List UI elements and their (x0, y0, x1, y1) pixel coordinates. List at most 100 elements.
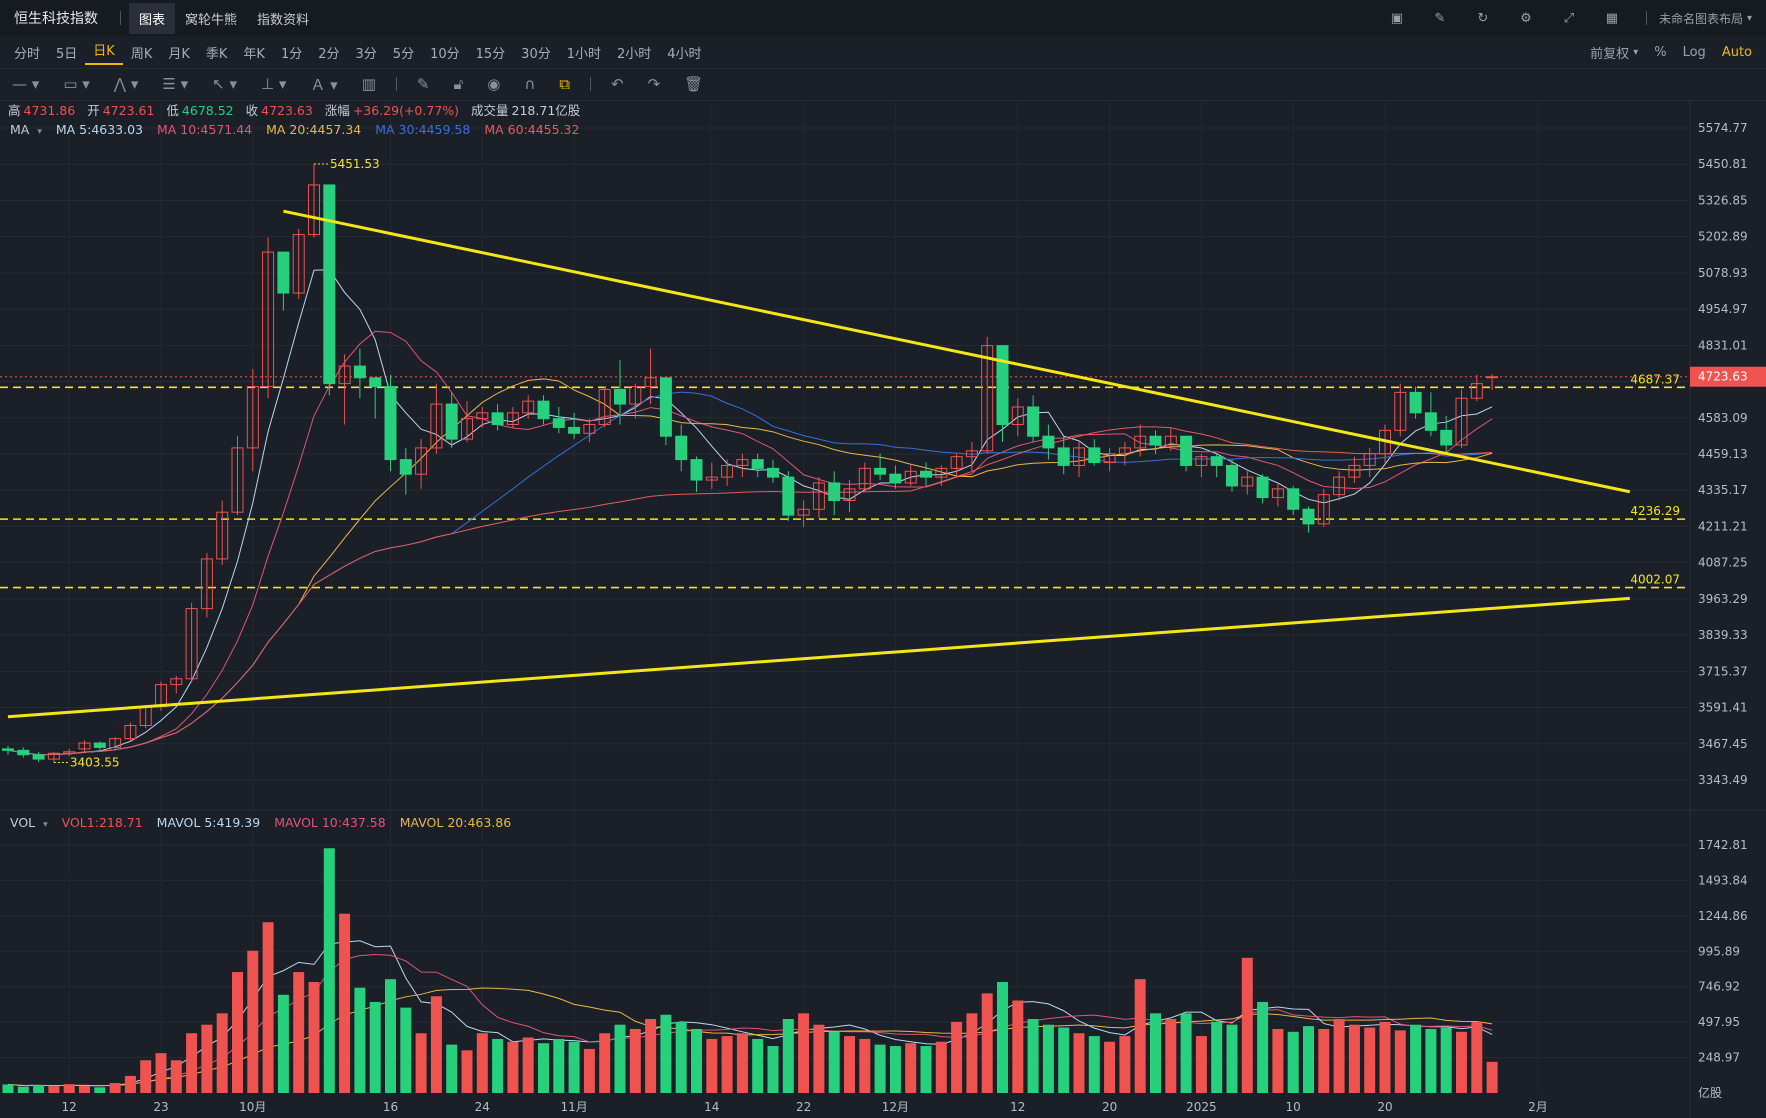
chevron-down-icon[interactable]: ▾ (43, 820, 48, 830)
open-label: 开 (87, 103, 100, 118)
fib-tool-icon[interactable]: ☰ ▾ (162, 75, 189, 93)
timeframe-5[interactable]: 季K (205, 46, 228, 62)
candle-body (1470, 383, 1483, 399)
candle-body (552, 418, 565, 428)
log-scale-toggle[interactable]: Log (1682, 44, 1706, 60)
rect-tool-icon[interactable]: ▭ ▾ (63, 75, 90, 93)
price-tick-label: 3343.49 (1698, 773, 1748, 787)
redo-icon[interactable]: ↷ (647, 75, 661, 93)
chevron-down-icon[interactable]: ▾ (37, 127, 42, 137)
edit-icon[interactable]: ✎ (1434, 10, 1446, 26)
timeframe-8[interactable]: 2分 (318, 46, 340, 62)
ma-legend[interactable]: MA ▾ MA 5:4633.03 MA 10:4571.44 MA 20:44… (10, 122, 589, 137)
volume-bar (109, 1083, 121, 1093)
chevron-down-icon[interactable]: ▾ (1633, 46, 1639, 58)
volume-bar (385, 979, 396, 1093)
arrow-tool-icon[interactable]: ↖ ▾ (212, 75, 238, 93)
timeframe-15[interactable]: 2小时 (617, 46, 652, 62)
lock-icon[interactable]: 🔓︎ (453, 75, 464, 93)
volume-bar (599, 1033, 611, 1093)
candle-body (904, 470, 917, 484)
chevron-down-icon[interactable]: ▾ (1746, 12, 1752, 24)
price-tick-label: 3715.37 (1698, 664, 1748, 678)
volume-tick-label: 497.95 (1698, 1015, 1740, 1029)
candle-body (935, 467, 948, 478)
screenshot-icon[interactable]: ▣ (1390, 10, 1404, 26)
volume-bar (538, 1043, 549, 1093)
pen-icon[interactable]: ✎ (416, 75, 430, 93)
undo-icon[interactable]: ↶ (611, 75, 624, 93)
timeframe-3[interactable]: 周K (130, 46, 153, 62)
volume-bar (1257, 1001, 1269, 1093)
timeframe-7[interactable]: 1分 (280, 46, 303, 62)
candle-body (1241, 476, 1254, 487)
link-icon[interactable]: ⧉ (559, 75, 571, 93)
open-value: 4723.61 (102, 103, 155, 118)
timeframe-0[interactable]: 分时 (14, 46, 41, 62)
candle-body (1195, 456, 1208, 466)
trendline (7, 596, 1630, 719)
ohlc-readout: 高 4731.86 开 4723.61 低 4678.52 收 4723.63 涨幅 +3… (8, 100, 588, 119)
top-right-tools: ▣ ✎ ↻ ⚙ ⤢ ▦ 未命名图表布局 ▾ (1372, 9, 1766, 27)
timeframe-9[interactable]: 3分 (355, 46, 377, 62)
timeframe-14[interactable]: 1小时 (566, 46, 601, 62)
timeframe-12[interactable]: 15分 (475, 46, 506, 62)
volume-bar (798, 1013, 810, 1093)
pattern-tool-icon[interactable]: ⋀ ▾ (113, 75, 139, 93)
timeframe-6[interactable]: 年K (243, 46, 265, 62)
price-tick-label: 5574.77 (1698, 121, 1748, 135)
low-label: 低 (166, 103, 179, 118)
volume-bar (568, 1041, 580, 1093)
volume-bar (293, 972, 305, 1093)
adjust-select[interactable]: 前复权 (1590, 46, 1630, 62)
tab-warrants[interactable]: 窝轮牛熊 (185, 12, 238, 28)
price-tick-label: 5078.93 (1698, 266, 1748, 280)
timeframe-1[interactable]: 5日 (56, 46, 78, 62)
line-tool-icon[interactable]: — ▾ (12, 75, 40, 93)
auto-scale-toggle[interactable]: Auto (1721, 44, 1752, 60)
fullscreen-icon[interactable]: ⤢ (1563, 10, 1575, 26)
volume-bar (33, 1085, 45, 1093)
refresh-icon[interactable]: ↻ (1477, 10, 1489, 26)
volume-bar (369, 1001, 381, 1093)
volume-bar (1333, 1019, 1345, 1093)
candle-body (170, 678, 183, 686)
timeframe-16[interactable]: 4小时 (667, 46, 702, 62)
candle-body (1027, 406, 1040, 437)
volume-tick-label: 995.89 (1698, 944, 1740, 958)
volume-bar (1379, 1021, 1391, 1093)
ma-legend-name[interactable]: MA (10, 122, 30, 137)
price-chart[interactable]: 5574.77 5450.81 5326.85 5202.89 5078.93 4954.… (0, 100, 1766, 1118)
measure-tool-icon[interactable]: ⊥ ▾ (261, 75, 287, 93)
volume-bar (140, 1060, 152, 1093)
magnet-icon[interactable]: ∩ (524, 75, 536, 93)
candle-body (598, 388, 611, 426)
percent-scale-toggle[interactable]: % (1654, 44, 1667, 60)
layout-name[interactable]: 未命名图表布局 (1658, 11, 1743, 26)
price-tick-label: 4211.21 (1698, 519, 1748, 533)
settings-icon[interactable]: ⚙ (1520, 10, 1532, 26)
timeframe-10[interactable]: 5分 (392, 46, 415, 62)
high-value: 4731.86 (23, 103, 76, 118)
tab-chart[interactable]: 图表 (129, 2, 176, 34)
volume-bar (844, 1036, 855, 1093)
volume-legend[interactable]: VOL ▾ VOL1:218.71 MAVOL 5:419.39 MAVOL 1… (10, 815, 521, 830)
text-tool-icon[interactable]: Ａ ▾ (310, 75, 338, 94)
volume-bar (1180, 1013, 1192, 1093)
indicator-tool-icon[interactable]: ▥ (361, 75, 376, 93)
timeframe-11[interactable]: 10分 (430, 46, 460, 62)
volume-bar (905, 1043, 917, 1093)
trash-icon[interactable]: 🗑︎ (684, 75, 704, 93)
candle-body (338, 365, 351, 385)
timeframe-4[interactable]: 月K (168, 46, 190, 62)
timeframe-2[interactable]: 日K (85, 40, 123, 65)
eye-icon[interactable]: ◉ (487, 75, 501, 93)
price-tick-label: 5202.89 (1698, 230, 1748, 244)
candle-body (1057, 447, 1070, 466)
tab-index-info[interactable]: 指数资料 (257, 12, 310, 28)
volume-bar (1364, 1027, 1376, 1093)
vol-legend-name[interactable]: VOL (10, 815, 36, 830)
timeframe-13[interactable]: 30分 (521, 46, 551, 62)
grid-layout-icon[interactable]: ▦ (1605, 10, 1619, 26)
volume-bar (1425, 1028, 1437, 1093)
